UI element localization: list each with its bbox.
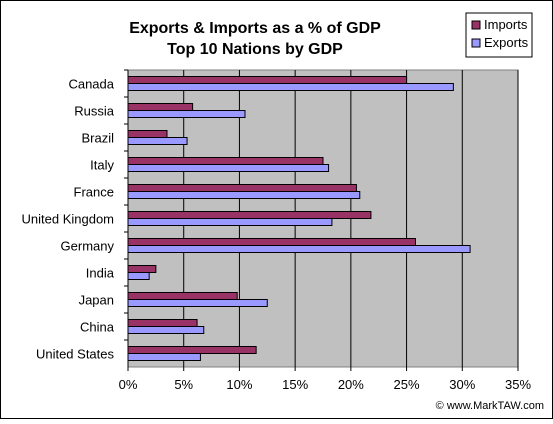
bar-imports bbox=[127, 130, 168, 138]
bar-exports bbox=[127, 218, 333, 226]
chart-subtitle: Top 10 Nations by GDP bbox=[167, 41, 343, 58]
chart-title: Exports & Imports as a % of GDP bbox=[129, 20, 381, 37]
bar-exports bbox=[127, 299, 268, 307]
bar-exports bbox=[127, 164, 330, 172]
x-tick-label: 10% bbox=[226, 377, 252, 392]
x-tick-labels: 0% 5% 10% 15% 20% 25% 30% 35% bbox=[119, 377, 532, 392]
bar-imports bbox=[127, 103, 194, 111]
legend-swatch-exports bbox=[471, 38, 481, 48]
bar-exports bbox=[127, 191, 361, 199]
category-label: Canada bbox=[68, 77, 114, 92]
x-tick-label: 0% bbox=[119, 377, 138, 392]
bar-imports bbox=[127, 211, 372, 219]
x-tick-label: 5% bbox=[174, 377, 193, 392]
x-tick-label: 25% bbox=[394, 377, 420, 392]
category-label: United States bbox=[36, 347, 115, 362]
category-labels: Canada Russia Brazil Italy France United King… bbox=[22, 77, 115, 362]
bar-imports bbox=[127, 157, 324, 165]
x-tick-label: 35% bbox=[505, 377, 531, 392]
category-label: Italy bbox=[90, 158, 114, 173]
category-label: Russia bbox=[74, 104, 115, 119]
bar-imports bbox=[127, 265, 157, 273]
legend-label-exports: Exports bbox=[484, 35, 529, 50]
bar-exports bbox=[127, 137, 188, 145]
category-label: Germany bbox=[61, 239, 115, 254]
category-label: Brazil bbox=[81, 131, 114, 146]
bar-exports bbox=[127, 326, 205, 334]
bar-exports bbox=[127, 83, 454, 91]
category-label: Japan bbox=[79, 293, 114, 308]
bar-imports bbox=[127, 319, 198, 327]
bar-imports bbox=[127, 76, 408, 84]
bar-exports bbox=[127, 272, 150, 280]
legend-swatch-imports bbox=[471, 20, 481, 30]
bar-exports bbox=[127, 245, 471, 253]
bars bbox=[127, 76, 471, 361]
x-tick-label: 20% bbox=[338, 377, 364, 392]
x-tick-label: 15% bbox=[282, 377, 308, 392]
bar-imports bbox=[127, 238, 416, 246]
bar-exports bbox=[127, 353, 201, 361]
category-label: France bbox=[74, 185, 114, 200]
category-label: India bbox=[86, 266, 115, 281]
bar-imports bbox=[127, 184, 357, 192]
x-tick-label: 30% bbox=[449, 377, 475, 392]
bar-exports bbox=[127, 110, 246, 118]
bar-imports bbox=[127, 346, 257, 354]
footer-credit: © www.MarkTAW.com bbox=[436, 400, 544, 412]
category-label: United Kingdom bbox=[22, 212, 115, 227]
category-label: China bbox=[80, 320, 115, 335]
legend: Imports Exports bbox=[465, 12, 533, 58]
legend-label-imports: Imports bbox=[484, 17, 528, 32]
bar-imports bbox=[127, 292, 238, 300]
legend-box bbox=[465, 12, 533, 58]
